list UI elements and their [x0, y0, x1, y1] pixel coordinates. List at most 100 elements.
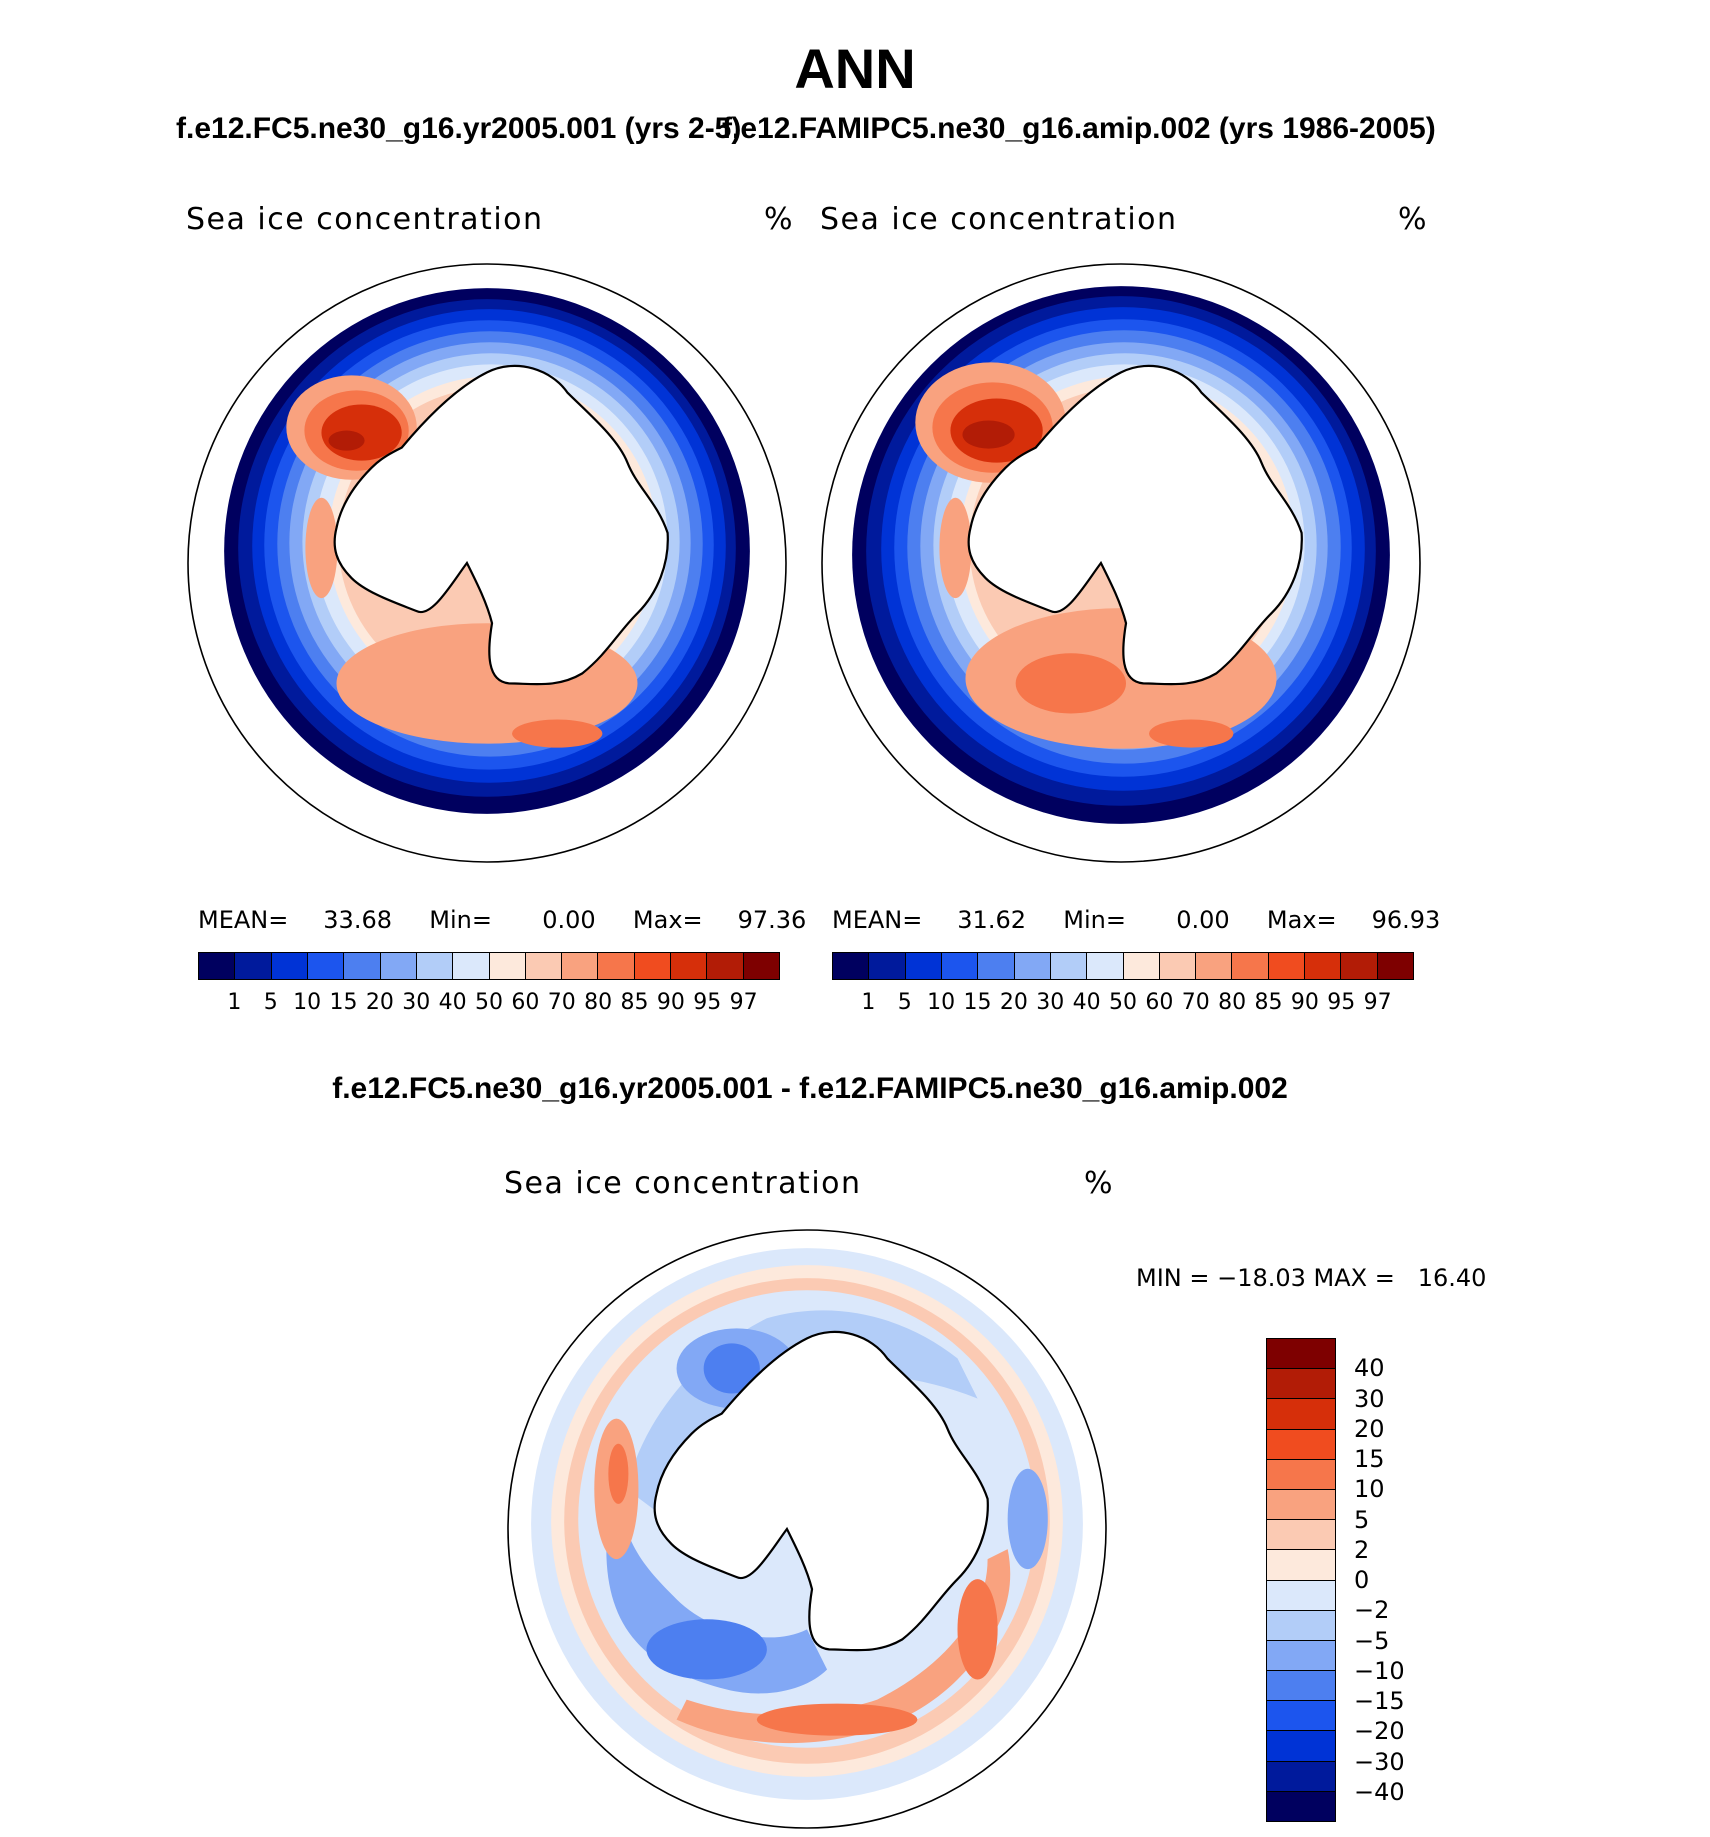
colorbar-left-swatch-3	[307, 953, 345, 979]
colorbar-right-swatch-9	[1159, 953, 1197, 979]
mean-label: MEAN=	[832, 906, 923, 934]
colorbar-difference-tick-label: −5	[1354, 1626, 1390, 1655]
colorbar-left-tick-label: 10	[293, 990, 322, 1015]
colorbar-right-swatch-0	[833, 953, 870, 979]
colorbar-difference-swatch-2	[1267, 1399, 1335, 1430]
max-label: Max=	[632, 906, 703, 934]
colorbar-right-tick-label: 97	[1363, 990, 1392, 1015]
colorbar-difference-tick-label: 0	[1354, 1566, 1370, 1594]
max-label: Max=	[1266, 906, 1337, 934]
colorbar-difference-tick-label: 40	[1354, 1354, 1385, 1383]
colorbar-difference-tick-label: −15	[1354, 1687, 1405, 1715]
mean-value: 31.62	[957, 906, 1026, 934]
colorbar-right-swatch-15	[1377, 953, 1413, 979]
colorbar-difference-labels: 40 30 20 15 10 5 2 0 −2 −5 −10 −15 −20 −30 −40	[1354, 1338, 1504, 1822]
colorbar-right-swatch-7	[1087, 953, 1124, 979]
band-ross-red	[512, 719, 603, 748]
ross-negative-core	[646, 1619, 767, 1680]
colorbar-right-swatch-6	[1050, 953, 1088, 979]
colorbar-difference-swatch-0	[1267, 1339, 1335, 1370]
colorbar-left-tick-label: 70	[547, 990, 576, 1015]
colorbar-right-tick-label: 85	[1254, 990, 1283, 1015]
weddell-core	[962, 420, 1015, 449]
colorbar-left-swatch-2	[271, 953, 308, 979]
colorbar-left-tick-label: 5	[263, 990, 278, 1015]
colorbar-left-swatch-8	[489, 953, 526, 979]
colorbar-left-swatch-14	[707, 953, 744, 979]
colorbar-difference-swatch-4	[1267, 1459, 1335, 1490]
colorbar-right-tick-label: 50	[1109, 990, 1137, 1015]
colorbar-right-swatch-14	[1341, 953, 1378, 979]
max-value: 96.93	[1371, 906, 1441, 934]
min-label: Min=	[429, 906, 492, 934]
colorbar-right-tick-label: 40	[1072, 990, 1101, 1015]
colorbar-difference-swatch-14	[1267, 1761, 1335, 1792]
stats-left: MEAN= 33.68 Min= 0.00 Max= 97.36	[198, 906, 806, 934]
case-title-right: f.e12.FAMIPC5.ne30_g16.amip.002 (yrs 198…	[722, 112, 1436, 145]
mean-value: 33.68	[323, 906, 392, 934]
colorbar-left-swatch-12	[634, 953, 672, 979]
colorbar-left-tick-label: 90	[656, 990, 685, 1015]
colorbar-right-tick-label: 70	[1181, 990, 1210, 1015]
colorbar-left-swatch-5	[380, 953, 417, 979]
peninsula-orange	[305, 497, 338, 599]
colorbar-right-swatch-10	[1196, 953, 1233, 979]
map-boundary-left	[187, 263, 787, 863]
sea-ice-difference-map	[507, 1229, 1107, 1829]
east-positive-core	[957, 1579, 998, 1680]
weddell-core	[328, 430, 365, 451]
colorbar-left-swatch-11	[598, 953, 635, 979]
colorbar-right-swatch-8	[1123, 953, 1160, 979]
colorbar-difference-tick-label: 30	[1354, 1384, 1385, 1413]
colorbar-right-tick-label: 95	[1327, 990, 1356, 1015]
ross-sea-positive	[676, 1549, 1011, 1744]
colorbar-right-labels: 1 5 10 15 20 30 40 50 60 70 80 85 90 95 97	[832, 990, 1414, 1020]
colorbar-difference-tick-label: −30	[1354, 1747, 1405, 1776]
colorbar-left-tick-label: 50	[475, 990, 503, 1015]
colorbar-difference-swatch-6	[1267, 1520, 1335, 1551]
colorbar-left-swatch-7	[453, 953, 490, 979]
colorbar-difference-tick-label: −40	[1354, 1777, 1405, 1806]
colorbar-right-swatch-2	[905, 953, 942, 979]
colorbar-difference-swatch-8	[1267, 1580, 1335, 1611]
colorbar-right-swatch-5	[1014, 953, 1051, 979]
colorbar-right-swatch-4	[978, 953, 1015, 979]
colorbar-difference-tick-label: −10	[1354, 1656, 1405, 1685]
band-ross-red-2	[1149, 719, 1234, 748]
stats-right: MEAN= 31.62 Min= 0.00 Max= 96.93	[832, 906, 1440, 934]
weddell-dark	[321, 404, 402, 461]
colorbar-difference-swatch-15	[1267, 1791, 1335, 1821]
sea-ice-map-right	[821, 263, 1421, 863]
colorbar-difference-swatch-11	[1267, 1671, 1335, 1702]
colorbar-left-swatch-1	[235, 953, 272, 979]
variable-label-right: Sea ice concentration	[820, 202, 1178, 237]
colorbar-difference-tick-label: 5	[1354, 1505, 1370, 1534]
min-label: Min=	[1063, 906, 1126, 934]
map-boundary-right	[821, 263, 1421, 863]
colorbar-left-tick-label: 80	[584, 990, 613, 1015]
min-value: 0.00	[542, 906, 596, 934]
colorbar-left-swatch-10	[562, 953, 599, 979]
colorbar-left-tick-label: 60	[511, 990, 540, 1015]
difference-title: f.e12.FC5.ne30_g16.yr2005.001 - f.e12.FA…	[332, 1072, 1288, 1105]
antarctica-landmass-right	[967, 364, 1303, 686]
units-label-right: %	[1398, 202, 1429, 237]
antarctica-landmass-diff	[653, 1330, 989, 1652]
colorbar-right-tick-label: 10	[927, 990, 956, 1015]
colorbar-left-swatch-6	[416, 953, 454, 979]
colorbar-left	[198, 952, 780, 980]
units-label-left: %	[764, 202, 795, 237]
colorbar-left-tick-label: 15	[329, 990, 358, 1015]
colorbar-right-tick-label: 1	[861, 990, 876, 1015]
weddell-negative-core	[703, 1343, 760, 1394]
colorbar-difference-swatch-10	[1267, 1640, 1335, 1672]
colorbar-right-tick-label: 15	[963, 990, 992, 1015]
colorbar-difference	[1266, 1338, 1336, 1822]
colorbar-right-tick-label: 5	[897, 990, 912, 1015]
colorbar-left-swatch-0	[199, 953, 236, 979]
colorbar-left-labels: 1 5 10 15 20 30 40 50 60 70 80 85 90 95 97	[198, 990, 780, 1020]
colorbar-right-tick-label: 90	[1290, 990, 1319, 1015]
colorbar-difference-tick-label: 10	[1354, 1475, 1385, 1504]
colorbar-difference-tick-label: −2	[1354, 1596, 1390, 1625]
map-boundary-diff	[507, 1229, 1107, 1829]
